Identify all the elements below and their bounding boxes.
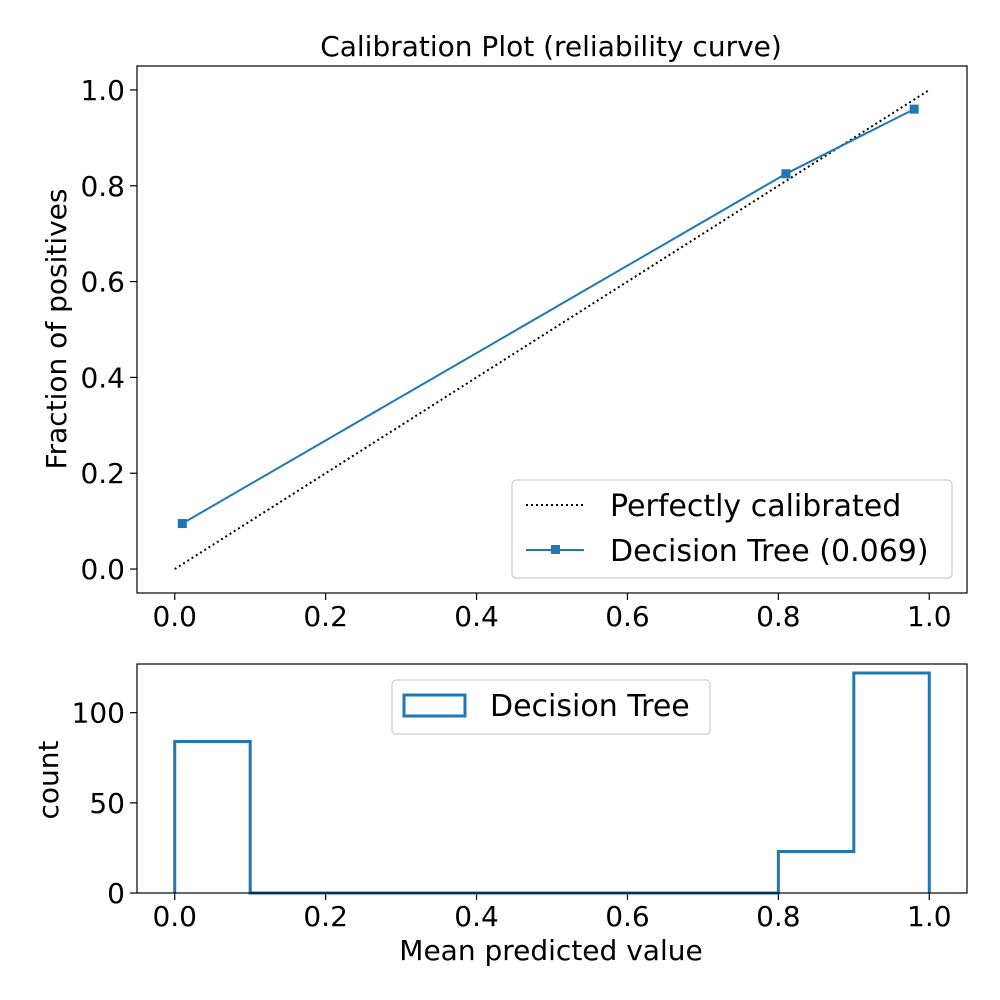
y-axis-label: Fraction of positives [40, 189, 73, 470]
legend-box [511, 479, 953, 579]
x-tick-label: 0.2 [303, 900, 348, 933]
legend-label-decision-tree-hist: Decision Tree [490, 689, 690, 724]
bottom-axes-frame [136, 663, 968, 894]
x-tick-label: 1.0 [907, 600, 952, 633]
x-tick-label: 0.4 [454, 600, 499, 633]
x-tick-label: 0.6 [605, 600, 650, 633]
x-tick-label: 0.4 [454, 900, 499, 933]
legend-swatch-decision-tree-hist [402, 693, 467, 718]
x-tick-label: 0.0 [152, 900, 197, 933]
chart-title: Calibration Plot (reliability curve) [320, 30, 782, 63]
decision-tree-point [909, 104, 919, 114]
y-tick-label: 0.6 [80, 266, 125, 299]
y-tick-label: 0.2 [80, 457, 125, 490]
y-tick-label: 0.4 [80, 361, 125, 394]
top-axes-frame [136, 65, 968, 594]
x-tick-label: 0.8 [756, 600, 801, 633]
legend-marker-decision-tree [551, 545, 560, 554]
y-tick-label: 1.0 [80, 74, 125, 107]
y-tick-label: 0.0 [80, 553, 125, 586]
decision-tree-point [177, 519, 187, 529]
x-tick-label: 0.2 [303, 600, 348, 633]
calibration-chart: Calibration Plot (reliability curve) Fra… [40, 30, 968, 633]
x-tick-label: 1.0 [907, 900, 952, 933]
bottom-legend: Decision Tree [391, 679, 711, 735]
y-axis-label-count: count [32, 740, 65, 819]
legend-label-decision-tree: Decision Tree (0.069) [610, 534, 929, 569]
top-axis-ticks: 0.0 0.2 0.4 0.6 0.8 1.0 0.0 0.2 0.4 0.6 0.8 1.0 [80, 74, 951, 633]
x-tick-label: 0.8 [756, 900, 801, 933]
top-legend: Perfectly calibrated Decision Tree (0.06… [511, 479, 953, 579]
x-tick-label: 0.0 [152, 600, 197, 633]
x-axis-label: Mean predicted value [399, 934, 702, 967]
legend-box [391, 679, 711, 735]
y-tick-label: 0 [107, 877, 125, 910]
x-tick-label: 0.6 [605, 900, 650, 933]
decision-tree-curve [181, 108, 915, 525]
y-tick-label: 50 [89, 787, 125, 820]
decision-tree-point [781, 169, 791, 179]
histogram-chart: count Mean predicted value 0.0 0.2 0.4 0.6 0… [32, 663, 968, 967]
legend-label-perfect: Perfectly calibrated [610, 489, 901, 524]
top-plot-area [174, 89, 930, 570]
y-tick-label: 100 [72, 697, 125, 730]
y-tick-label: 0.8 [80, 170, 125, 203]
bottom-axis-ticks: 0.0 0.2 0.4 0.6 0.8 1.0 0 50 100 [72, 697, 952, 933]
perfect-calibration-line [174, 89, 930, 570]
